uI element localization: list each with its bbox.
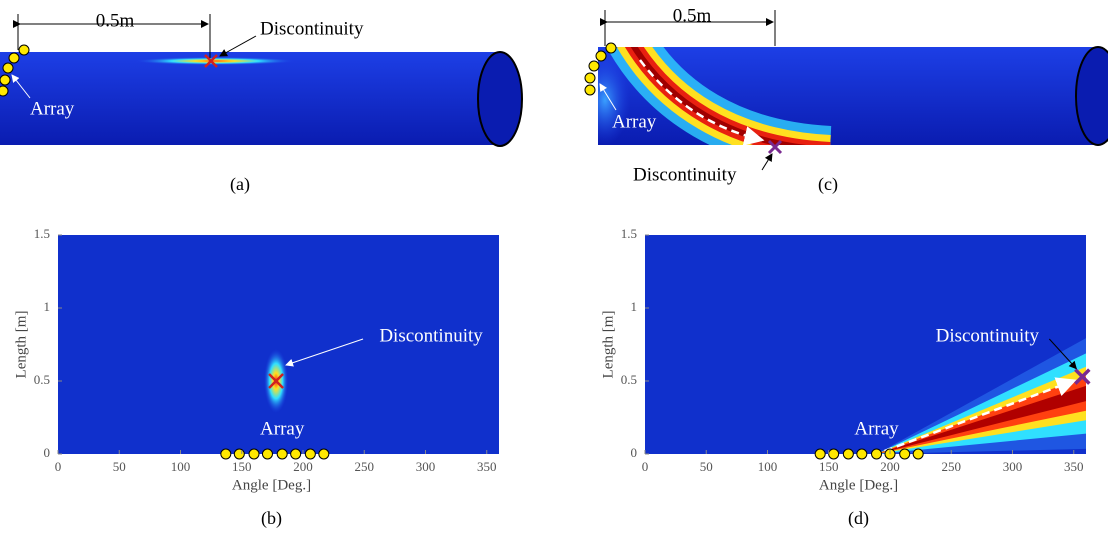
hotspot [135,57,295,65]
discontinuity-marker [268,373,284,389]
cross [204,54,218,68]
array-sensor [304,448,316,460]
y-tick-label: 0 [44,445,51,460]
wedge-layer [876,376,1086,454]
heatmap-panel: Discontinuity Array 0 50 100 150 200 250 300 350 0… [600,226,1091,529]
array-sensor [220,448,232,460]
dimension: 0.5m [673,5,712,26]
array-sensor [233,448,245,460]
array-sensor [814,448,826,460]
y-axis-label: Length [m] [600,311,616,379]
y-tick-label: 1 [44,299,51,314]
caption: (c) [818,174,838,195]
heatmap-background [58,235,499,454]
x-tick-label: 350 [1064,459,1084,474]
y-tick-label: 1.5 [34,226,50,241]
panel-a: 0.5m Discontinuity Array (a) [0,10,523,195]
heatmap-panel: Discontinuity Array 0 50 100 150 200 250 300 350 0… [13,226,499,529]
y-tick-label: 1 [631,299,638,314]
annotation-arrow [1048,338,1077,370]
x-tick-label: 0 [55,459,62,474]
x-tick-label: 100 [171,459,191,474]
caption: (d) [848,508,869,529]
annotation: Discontinuity [260,18,364,39]
annotation: Array [612,111,657,132]
y-tick-label: 0 [631,445,638,460]
array-sensor [856,448,868,460]
array-sensor [261,448,273,460]
annotation: Array [854,418,899,439]
x-tick-label: 50 [113,459,126,474]
pipe [0,52,500,145]
y-tick-label: 1.5 [621,226,637,241]
caption: (b) [261,508,282,529]
annotation-arrow [285,338,364,367]
x-axis-label: Angle [Deg.] [819,477,898,493]
x-tick-label: 150 [232,459,252,474]
array-sensor [828,448,840,460]
pipe-end [1075,46,1108,146]
array-sensor [290,448,302,460]
array-sensor [912,448,924,460]
x-tick-label: 350 [477,459,497,474]
cross [767,139,783,155]
wedge [876,338,1086,454]
annotation: Array [260,418,305,439]
discontinuity-marker [1074,368,1091,385]
pipe-end [477,51,523,147]
annotation: Discontinuity [633,164,737,185]
x-axis-label: Angle [Deg.] [232,477,311,493]
wedge-layer [876,385,1086,454]
array-sensors [584,42,617,96]
annotation: Discontinuity [936,325,1040,346]
path-arrow [884,377,1077,453]
annotation: Array [30,98,75,119]
x-tick-label: 100 [758,459,778,474]
x-tick-label: 300 [416,459,436,474]
array-sensor [276,448,288,460]
x-tick-label: 250 [942,459,962,474]
array-sensor [871,448,883,460]
x-tick-label: 200 [293,459,313,474]
y-tick-label: 0.5 [34,372,50,387]
array-sensor [248,448,260,460]
array-sensor [318,448,330,460]
array-sensors [0,44,30,97]
array-sensor [842,448,854,460]
x-tick-label: 150 [819,459,839,474]
y-axis-label: Length [m] [13,311,29,379]
panel-c: 0.5m Array Discontinuity (c) [584,5,1108,195]
x-tick-label: 200 [880,459,900,474]
caption: (a) [230,174,250,195]
wedge-layer [876,353,1086,454]
y-tick-label: 0.5 [621,372,637,387]
array-sensor [899,448,911,460]
annotation: Discontinuity [379,325,483,346]
path-arrow [639,59,765,146]
x-tick-label: 0 [642,459,649,474]
wedge-layer [876,366,1086,454]
x-tick-label: 250 [355,459,375,474]
x-tick-label: 50 [700,459,713,474]
x-tick-label: 300 [1003,459,1023,474]
dimension: 0.5m [96,10,135,31]
